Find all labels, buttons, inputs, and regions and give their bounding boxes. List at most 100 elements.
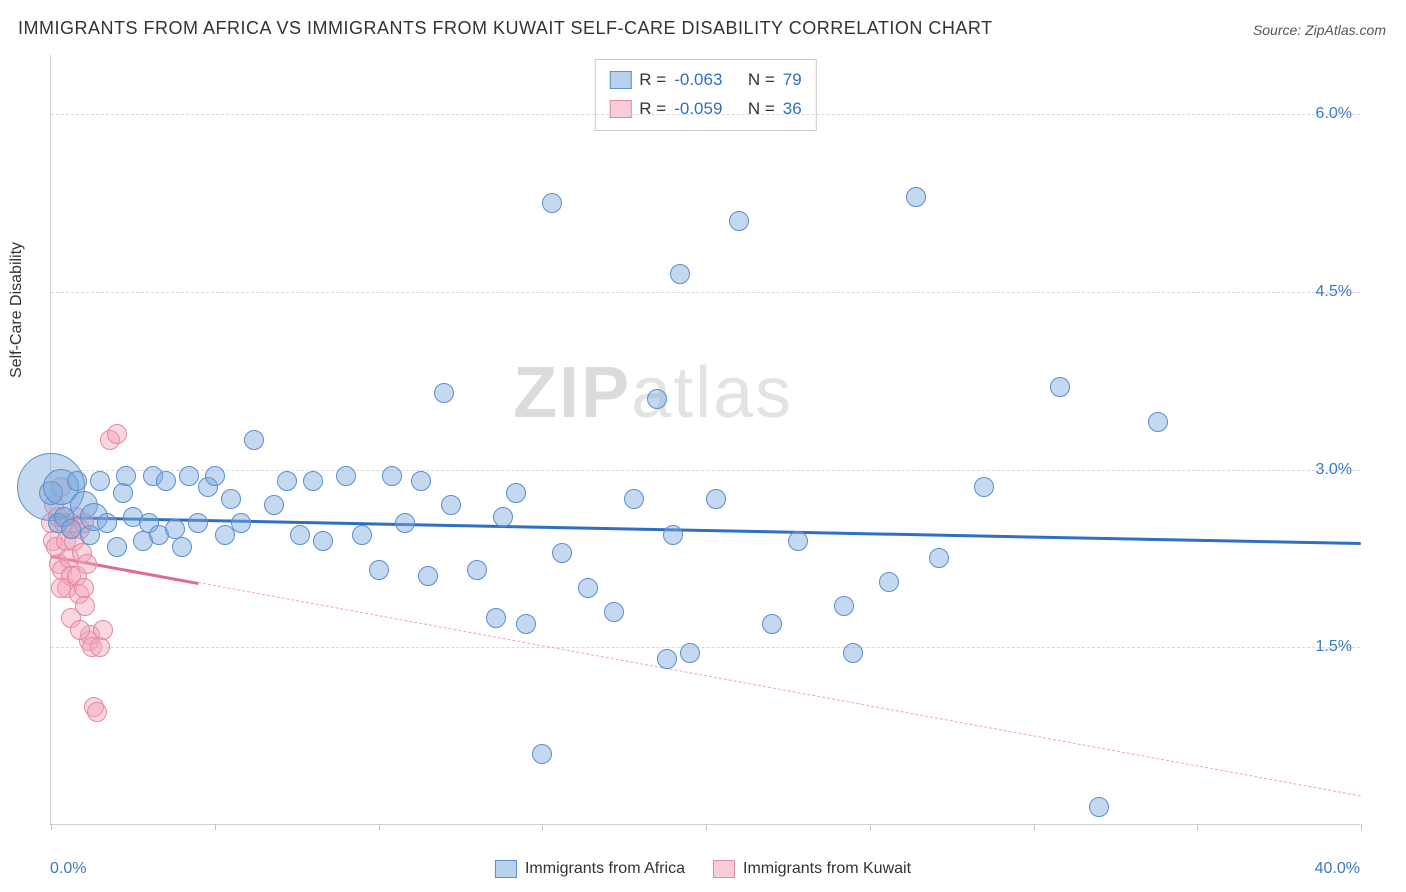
point-africa [277, 471, 297, 491]
x-tick [215, 824, 216, 830]
point-africa [542, 193, 562, 213]
point-africa [657, 649, 677, 669]
point-africa [974, 477, 994, 497]
chart-title: IMMIGRANTS FROM AFRICA VS IMMIGRANTS FRO… [18, 18, 993, 39]
point-africa [604, 602, 624, 622]
point-africa [172, 537, 192, 557]
y-tick-label: 1.5% [1316, 638, 1352, 656]
r-value-africa: -0.063 [674, 66, 722, 95]
point-africa [493, 507, 513, 527]
point-kuwait [87, 702, 107, 722]
point-africa [1050, 377, 1070, 397]
point-africa [156, 471, 176, 491]
point-africa [552, 543, 572, 563]
point-africa [680, 643, 700, 663]
swatch-kuwait-icon [713, 860, 735, 878]
gridline-h [51, 292, 1360, 293]
point-africa [244, 430, 264, 450]
swatch-africa-icon [495, 860, 517, 878]
y-axis-label: Self-Care Disability [8, 242, 26, 378]
gridline-h [51, 647, 1360, 648]
x-axis-max-label: 40.0% [1315, 860, 1360, 878]
source-attribution: Source: ZipAtlas.com [1253, 22, 1386, 38]
point-africa [516, 614, 536, 634]
point-kuwait [70, 620, 90, 640]
point-africa [313, 531, 333, 551]
n-value-africa: 79 [783, 66, 802, 95]
point-africa [1148, 412, 1168, 432]
legend-item-africa: Immigrants from Africa [495, 860, 685, 878]
point-kuwait [93, 620, 113, 640]
point-africa [532, 744, 552, 764]
point-africa [231, 513, 251, 533]
point-africa [179, 466, 199, 486]
point-africa [788, 531, 808, 551]
point-africa [67, 471, 87, 491]
point-africa [303, 471, 323, 491]
point-africa [116, 466, 136, 486]
x-tick [379, 824, 380, 830]
point-kuwait [77, 554, 97, 574]
point-africa [61, 519, 81, 539]
point-africa [411, 471, 431, 491]
n-label: N = [748, 66, 775, 95]
n-label: N = [748, 95, 775, 124]
watermark-bold: ZIP [513, 353, 631, 433]
point-africa [264, 495, 284, 515]
point-kuwait [51, 578, 71, 598]
point-africa [843, 643, 863, 663]
point-africa [624, 489, 644, 509]
point-africa [113, 483, 133, 503]
point-kuwait [107, 424, 127, 444]
legend-label-africa: Immigrants from Africa [525, 860, 685, 878]
series-legend: Immigrants from Africa Immigrants from K… [495, 860, 911, 878]
point-africa [906, 187, 926, 207]
gridline-h [51, 470, 1360, 471]
stats-row-kuwait: R = -0.059 N = 36 [609, 95, 801, 124]
point-africa [663, 525, 683, 545]
point-africa [369, 560, 389, 580]
swatch-kuwait-icon [609, 100, 631, 118]
point-africa [107, 537, 127, 557]
point-africa [382, 466, 402, 486]
point-africa [221, 489, 241, 509]
legend-label-kuwait: Immigrants from Kuwait [743, 860, 911, 878]
point-africa [205, 466, 225, 486]
point-africa [486, 608, 506, 628]
point-africa [434, 383, 454, 403]
point-africa [290, 525, 310, 545]
r-value-kuwait: -0.059 [674, 95, 722, 124]
y-tick-label: 6.0% [1316, 105, 1352, 123]
plot-area: ZIPatlas R = -0.063 N = 79 R = -0.059 N … [50, 55, 1360, 825]
point-africa [834, 596, 854, 616]
stats-legend: R = -0.063 N = 79 R = -0.059 N = 36 [594, 59, 816, 131]
x-tick [51, 824, 52, 830]
point-africa [506, 483, 526, 503]
stats-row-africa: R = -0.063 N = 79 [609, 66, 801, 95]
point-africa [879, 572, 899, 592]
point-africa [578, 578, 598, 598]
point-africa [929, 548, 949, 568]
x-tick [870, 824, 871, 830]
point-africa [1089, 797, 1109, 817]
x-axis-min-label: 0.0% [50, 860, 86, 878]
point-africa [729, 211, 749, 231]
r-label: R = [639, 66, 666, 95]
x-tick [1197, 824, 1198, 830]
legend-item-kuwait: Immigrants from Kuwait [713, 860, 911, 878]
point-africa [762, 614, 782, 634]
x-tick [706, 824, 707, 830]
swatch-africa-icon [609, 71, 631, 89]
point-kuwait [90, 637, 110, 657]
point-africa [395, 513, 415, 533]
gridline-h [51, 114, 1360, 115]
point-africa [418, 566, 438, 586]
point-africa [336, 466, 356, 486]
point-africa [467, 560, 487, 580]
x-tick [1361, 824, 1362, 830]
point-africa [90, 471, 110, 491]
trendline-kuwait-extrap [198, 582, 1361, 796]
y-tick-label: 3.0% [1316, 461, 1352, 479]
point-africa [647, 389, 667, 409]
n-value-kuwait: 36 [783, 95, 802, 124]
